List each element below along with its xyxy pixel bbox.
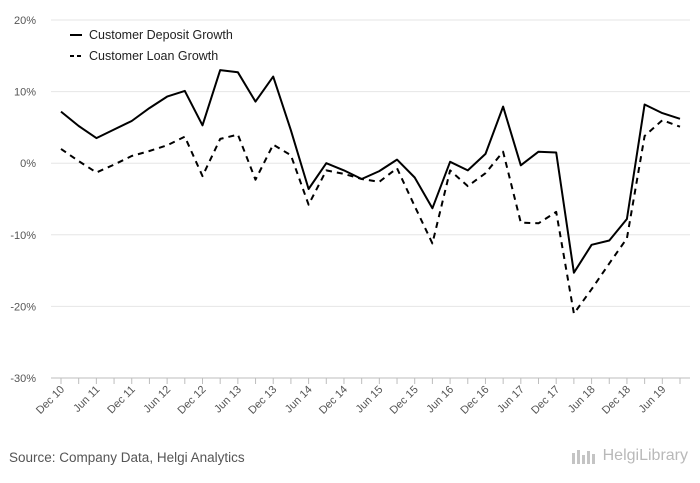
brand-name: HelgiLibrary (602, 447, 688, 464)
y-tick-label: -30% (10, 373, 36, 385)
x-tick-label: Jun 11 (71, 384, 102, 415)
legend-label: Customer Loan Growth (89, 49, 218, 63)
x-tick-label: Dec 14 (317, 384, 350, 417)
x-tick-label: Dec 17 (529, 384, 562, 417)
source-note: Source: Company Data, Helgi Analytics (9, 450, 245, 465)
y-tick-label: 0% (20, 158, 36, 170)
x-tick-label: Dec 16 (458, 384, 491, 417)
x-tick-label: Jun 15 (354, 384, 386, 416)
x-axis: Dec 10 Jun 11 Dec 11 Jun 12 Dec 12 Jun 13 Dec … (34, 377, 690, 417)
x-tick-label: Jun 16 (424, 384, 456, 416)
series-lines (60, 69, 681, 315)
x-tick-label: Dec 12 (175, 384, 208, 417)
x-tick-label: Jun 14 (283, 384, 315, 416)
legend-label: Customer Deposit Growth (89, 28, 233, 42)
x-tick-label: Dec 15 (388, 384, 421, 417)
x-tick-label: Dec 18 (600, 384, 633, 417)
y-tick-label: 10% (14, 87, 36, 99)
x-tick-label: Jun 19 (637, 384, 669, 416)
x-tick-label: Jun 12 (141, 384, 173, 416)
y-tick-label: -20% (10, 301, 36, 313)
x-tick-label: Jun 13 (212, 384, 244, 416)
x-tick-label: Dec 13 (246, 384, 279, 417)
series-line (60, 119, 681, 315)
x-tick-label: Jun 18 (566, 384, 598, 416)
library-icon (571, 450, 595, 464)
series-line (60, 69, 681, 274)
y-tick-label: -10% (10, 230, 36, 242)
x-tick-label: Dec 10 (34, 384, 67, 417)
x-tick-label: Jun 17 (495, 384, 527, 416)
y-axis-ticks: -30% -20% -10% 0% 10% 20% (10, 15, 36, 385)
line-chart: -30%-20%-10%0%10%20% Dec 10 Jun 11 Dec 11 J… (10, 15, 690, 417)
brand-logo[interactable]: HelgiLibrary (571, 447, 688, 465)
legend: Customer Deposit Growth Customer Loan Gro… (70, 28, 233, 63)
y-tick-label: 20% (14, 15, 36, 27)
x-tick-label: Dec 11 (105, 384, 138, 417)
grid-lines (51, 19, 690, 379)
